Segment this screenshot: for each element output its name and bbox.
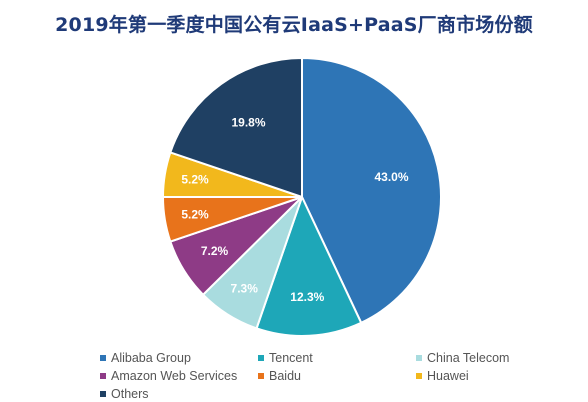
- legend-swatch: [100, 373, 106, 379]
- legend-item-others: Others: [100, 386, 149, 402]
- legend-label: Amazon Web Services: [111, 369, 238, 383]
- pie-slices: [161, 56, 442, 337]
- legend-swatch: [258, 373, 264, 379]
- data-label-baidu: 5.2%: [181, 208, 209, 222]
- legend-swatch: [416, 355, 422, 361]
- data-label-tencent: 12.3%: [290, 290, 324, 304]
- data-label-others: 19.8%: [231, 115, 265, 129]
- legend-item-alibaba-group: Alibaba Group: [100, 350, 191, 366]
- pie-slice-tencent: [255, 194, 363, 337]
- data-label-amazon-web-services: 7.2%: [201, 244, 229, 258]
- legend-item-amazon-web-services: Amazon Web Services: [100, 368, 237, 384]
- legend-swatch: [258, 355, 264, 361]
- pie-data-labels: 43.0% 12.3% 7.3% 7.2% 5.2% 5.2% 19.8%: [181, 115, 409, 304]
- pie-chart: 43.0% 12.3% 7.3% 7.2% 5.2% 5.2% 19.8%: [161, 56, 442, 337]
- legend-item-baidu: Baidu: [258, 368, 301, 384]
- chart-title: 2019年第一季度中国公有云IaaS+PaaS厂商市场份额: [55, 14, 533, 36]
- legend-label: Tencent: [269, 351, 313, 365]
- legend-label: Huawei: [427, 369, 469, 383]
- legend-label: Others: [111, 387, 149, 401]
- data-label-huawei: 5.2%: [181, 172, 209, 186]
- legend-swatch: [100, 391, 106, 397]
- data-label-alibaba-group: 43.0%: [374, 170, 408, 184]
- legend-label: China Telecom: [427, 351, 510, 365]
- pie-slice-alibaba-group: [301, 56, 442, 325]
- legend-label: Alibaba Group: [111, 351, 191, 365]
- data-label-china-telecom: 7.3%: [231, 282, 259, 296]
- pie-slice-others: [169, 56, 303, 199]
- legend-item-tencent: Tencent: [258, 350, 313, 366]
- legend-swatch: [416, 373, 422, 379]
- legend-item-huawei: Huawei: [416, 368, 469, 384]
- legend-item-china-telecom: China Telecom: [416, 350, 509, 366]
- legend-label: Baidu: [269, 369, 301, 383]
- legend-swatch: [100, 355, 106, 361]
